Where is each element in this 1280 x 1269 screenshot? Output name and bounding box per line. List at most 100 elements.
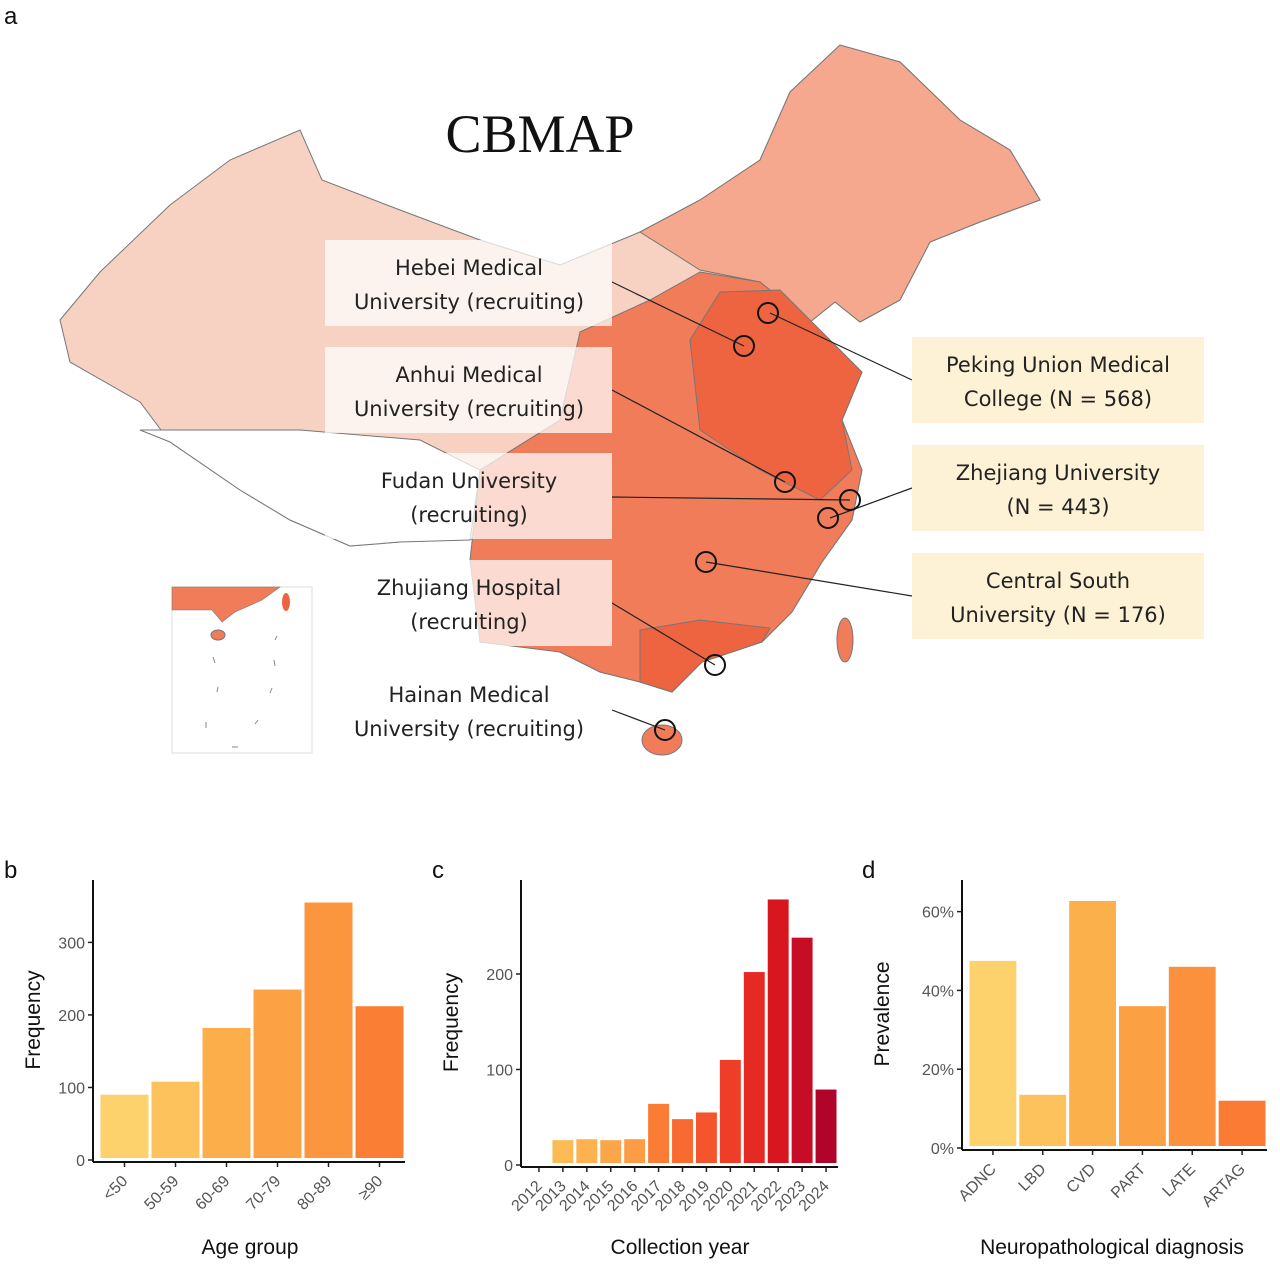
x-axis-title: Age group xyxy=(202,1236,299,1259)
recruiting-site-labels: Hebei Medical University (recruiting) Anhu… xyxy=(325,240,612,741)
bar-2015 xyxy=(600,1140,622,1163)
site-name-line2: (recruiting) xyxy=(410,610,528,634)
site-marker xyxy=(654,719,676,741)
x-tick-label: 70-79 xyxy=(243,1173,284,1214)
map-title: CBMAP xyxy=(445,104,634,164)
map-inset-south-china-sea xyxy=(171,586,313,754)
x-tick-label: 80-89 xyxy=(294,1173,335,1214)
bar-2019 xyxy=(695,1112,717,1163)
bar-80-89 xyxy=(304,902,353,1158)
bar-charts: b <50 50-59 60-69 70-79 80-89 ≥90 0 100 200 300 Age… xyxy=(4,857,1267,1259)
bar-CVD xyxy=(1069,901,1116,1146)
bar-2023 xyxy=(791,937,813,1163)
y-tick-label: 40% xyxy=(922,983,954,1000)
bar-ARTAG xyxy=(1218,1100,1266,1146)
site-markers xyxy=(654,302,861,741)
site-label-box: Peking Union Medical College (N = 568) xyxy=(912,337,1204,423)
x-axis-title: Neuropathological diagnosis xyxy=(980,1236,1244,1259)
site-name-line1: Zhejiang University xyxy=(956,461,1160,485)
y-tick-label: 60% xyxy=(922,905,954,922)
x-tick-label: CVD xyxy=(1064,1161,1100,1197)
bar-2018 xyxy=(672,1119,693,1163)
y-tick-label: 100 xyxy=(58,1080,85,1097)
site-name-line1: Zhujiang Hospital xyxy=(377,576,562,600)
bar-60-69 xyxy=(202,1027,251,1158)
bar-2024 xyxy=(815,1089,837,1163)
chart-c: c201220132014201520162017201820192020202… xyxy=(432,857,838,1259)
bar-2017 xyxy=(648,1103,670,1163)
x-tick-label: ADNC xyxy=(956,1161,1000,1205)
x-tick-label: 60-69 xyxy=(192,1173,233,1214)
y-axis-title: Frequency xyxy=(440,972,463,1072)
y-tick-label: 200 xyxy=(58,1008,85,1025)
active-site-labels: Peking Union Medical College (N = 568) Zhe… xyxy=(912,337,1204,639)
chart-b: b <50 50-59 60-69 70-79 80-89 ≥90 0 100 200 300 Age… xyxy=(4,857,405,1259)
label-box-bg xyxy=(325,560,612,646)
chart-d: d ADNC LBD CVD PART LATE ARTAG 0% 20% 40% 60% Neuro… xyxy=(862,857,1267,1259)
site-name-line1: Peking Union Medical xyxy=(946,353,1170,377)
bar-ADNC xyxy=(969,960,1017,1146)
bar-70-79 xyxy=(253,989,302,1158)
label-box-bg xyxy=(325,347,612,433)
label-box-bg xyxy=(912,553,1204,639)
site-name-line2: (recruiting) xyxy=(410,503,528,527)
bar-50-59 xyxy=(151,1081,200,1158)
site-name-line1: Hebei Medical xyxy=(395,256,543,280)
x-tick-label: LBD xyxy=(1016,1161,1050,1195)
bar-2014 xyxy=(576,1139,598,1163)
bar-2022 xyxy=(767,899,789,1163)
x-tick-label: PART xyxy=(1108,1161,1149,1202)
x-tick-label: ≥90 xyxy=(356,1173,387,1204)
label-box-bg xyxy=(912,337,1204,423)
site-label-box: Anhui Medical University (recruiting) xyxy=(325,347,612,433)
site-name-line1: Fudan University xyxy=(381,469,557,493)
bar-<50 xyxy=(100,1094,149,1158)
site-marker xyxy=(704,654,726,676)
site-marker xyxy=(695,551,717,573)
x-tick-label: ARTAG xyxy=(1199,1161,1249,1211)
y-tick-label: 0 xyxy=(76,1153,85,1170)
site-label-box: Zhejiang University (N = 443) xyxy=(912,445,1204,531)
site-name-line1: Central South xyxy=(986,569,1130,593)
bar-PART xyxy=(1119,1006,1166,1146)
site-label-box: Zhujiang Hospital (recruiting) xyxy=(325,560,612,646)
label-box-bg xyxy=(325,453,612,539)
site-name-line2: College (N = 568) xyxy=(964,387,1152,411)
bar-LBD xyxy=(1019,1094,1067,1146)
site-marker xyxy=(774,471,796,493)
site-name-line1: Anhui Medical xyxy=(395,363,542,387)
site-label-box: Central South University (N = 176) xyxy=(912,553,1204,639)
site-name-line2: University (recruiting) xyxy=(354,717,584,741)
site-label-box: Hebei Medical University (recruiting) xyxy=(325,240,612,326)
site-marker xyxy=(733,335,755,357)
bar-2016 xyxy=(624,1139,646,1163)
panel-letter-b: b xyxy=(4,857,17,884)
x-tick-label: LATE xyxy=(1160,1161,1199,1200)
map-taiwan-island xyxy=(836,617,854,663)
y-tick-label: 100 xyxy=(486,1062,513,1079)
y-tick-label: 0% xyxy=(931,1141,954,1158)
site-name-line1: Hainan Medical xyxy=(388,683,549,707)
y-tick-label: 20% xyxy=(922,1062,954,1079)
label-box-bg xyxy=(912,445,1204,531)
y-axis-title: Frequency xyxy=(22,970,45,1070)
site-name-line2: University (recruiting) xyxy=(354,290,584,314)
bar-2021 xyxy=(743,972,765,1163)
panel-letter-d: d xyxy=(862,857,875,884)
x-tick-label: <50 xyxy=(100,1173,131,1204)
site-marker xyxy=(757,302,779,324)
y-tick-label: 0 xyxy=(504,1158,513,1175)
site-marker xyxy=(817,507,839,529)
panel-a-map: a CBMAP xyxy=(4,3,1204,756)
bar-2013 xyxy=(552,1140,574,1163)
map-guangdong-region xyxy=(639,619,771,693)
site-name-line2: University (N = 176) xyxy=(950,603,1166,627)
label-box-bg xyxy=(325,240,612,326)
y-tick-label: 200 xyxy=(486,967,513,984)
site-marker xyxy=(839,489,861,511)
site-leader-lines xyxy=(611,281,913,731)
x-tick-label: 50-59 xyxy=(141,1173,182,1214)
bar-LATE xyxy=(1168,966,1216,1146)
x-axis-title: Collection year xyxy=(611,1236,750,1259)
